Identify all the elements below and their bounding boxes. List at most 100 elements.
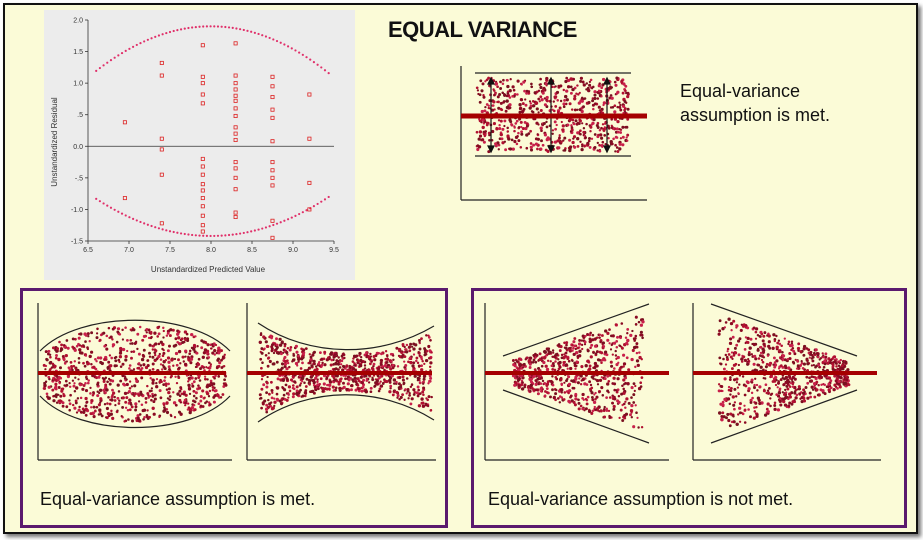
bulge-dot [140, 376, 144, 380]
band-dot [545, 99, 549, 103]
band-dot [560, 140, 563, 144]
pinch-dot [413, 391, 417, 394]
fan-in-dot [767, 334, 771, 338]
bulge-dot [201, 389, 205, 393]
band-dot [513, 129, 516, 133]
bulge-dot [60, 389, 64, 393]
pinch-dot [275, 337, 278, 341]
bulge-dot [207, 395, 211, 398]
band-dot-upper [120, 51, 124, 55]
band-dot [488, 139, 491, 142]
band-dot-lower [191, 233, 194, 237]
band-dot-lower [301, 211, 304, 214]
pinch-dot [407, 360, 410, 364]
bulge-dot [106, 402, 109, 405]
bulge-dot [158, 352, 161, 356]
fan-out-dot [514, 381, 518, 385]
pinch-dot [311, 353, 315, 357]
pinch-dot [309, 390, 312, 394]
bulge-dot [148, 394, 152, 398]
bulge-dot [71, 337, 75, 341]
bulge-dot [207, 361, 211, 365]
scatter-x-tick-label: 6.5 [83, 247, 93, 254]
fan-out-dot [574, 397, 578, 401]
fan-out-dot [528, 356, 532, 359]
bulge-dot [84, 376, 88, 379]
fan-out-dot [627, 401, 631, 405]
bulge-dot [110, 409, 113, 413]
fan-in-dot [756, 348, 760, 352]
pinch-dot [418, 347, 422, 351]
pinch-dot [357, 359, 360, 363]
fan-in-dot [751, 396, 754, 400]
pinch-dot [421, 390, 425, 394]
bulge-dot [116, 409, 119, 412]
bulge-dot [48, 361, 52, 365]
fan-out-dot [613, 382, 617, 386]
band-dot [610, 96, 614, 100]
bulge-dot [48, 353, 52, 356]
bulge-dot [94, 367, 98, 371]
band-dot [582, 127, 586, 130]
bulge-dot [95, 405, 99, 409]
fan-in-dot [782, 383, 786, 387]
fan-in-dot [823, 383, 827, 387]
band-dot-lower [150, 224, 153, 228]
band-dot-lower [161, 228, 164, 231]
pinch-dot [275, 386, 280, 390]
scatter-y-tick-label: -1.5 [71, 239, 83, 246]
fan-in-dot [824, 352, 828, 356]
fan-in-dot [773, 363, 778, 367]
fan-in-dot [761, 339, 765, 343]
pinch-dot [281, 378, 286, 382]
fan-out-dot [626, 338, 630, 343]
fan-out-dot [591, 398, 595, 402]
bulge-dot [199, 394, 203, 399]
pinch-dot [284, 383, 288, 387]
fan-out-dot [560, 383, 563, 387]
bulge-dot [84, 407, 88, 411]
band-dot [607, 87, 611, 91]
pinch-dot [262, 383, 266, 387]
band-dot-upper [132, 45, 135, 48]
band-dot-lower [165, 229, 168, 232]
band-dot [586, 86, 590, 90]
bulge-dot [223, 378, 226, 382]
bulge-dot [77, 408, 81, 412]
pinch-dot [271, 391, 274, 394]
fan-in-dot [797, 342, 801, 346]
pinch-dot [421, 404, 426, 408]
scatter-point [270, 160, 275, 165]
band-dot-lower [128, 216, 131, 219]
pinch-dot [395, 390, 399, 394]
fan-in-dot [794, 358, 797, 362]
band-dot-upper [183, 27, 186, 30]
fan-in-dot [827, 357, 831, 360]
fan-out-dot [631, 329, 634, 333]
fan-out-dot [630, 357, 634, 362]
fan-in-dot [813, 385, 816, 388]
band-dot [580, 109, 584, 114]
fan-in-upper-line [710, 303, 858, 357]
bulge-dot [190, 332, 194, 337]
scatter-point [270, 95, 275, 100]
pinch-dot [295, 350, 299, 354]
fan-in-dot [744, 336, 748, 339]
band-dot [619, 131, 623, 134]
band-dot-lower [268, 225, 271, 228]
bulge-dot [128, 408, 132, 412]
band-dot [615, 127, 619, 131]
bulge-dot [47, 349, 51, 353]
pinch-dot [294, 344, 298, 348]
band-dot-upper [253, 31, 256, 34]
band-dot [518, 106, 523, 111]
bulge-dot [112, 391, 116, 395]
band-dot [532, 143, 536, 147]
band-dot [484, 80, 487, 83]
band-dot [559, 107, 562, 110]
band-dot [539, 109, 543, 112]
band-dot [579, 140, 582, 144]
pinch-dot [415, 359, 418, 363]
pinch-dot [405, 377, 409, 380]
bulge-dot [92, 365, 96, 369]
